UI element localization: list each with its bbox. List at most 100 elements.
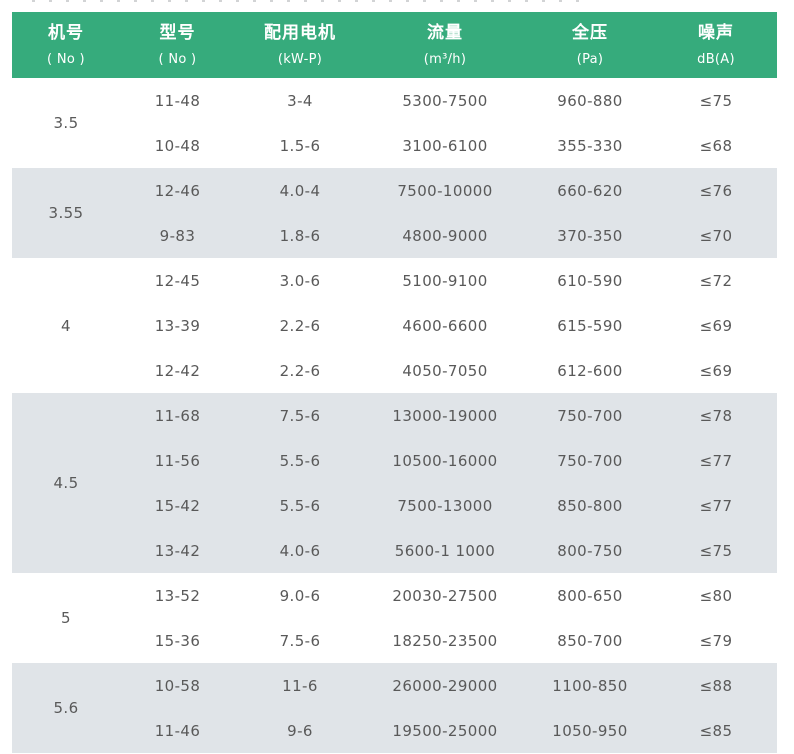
machine-no-cell: 3.5	[12, 78, 120, 168]
table-row: 9-83 1.8-6 4800-9000 370-350 ≤70	[12, 213, 777, 258]
header-flow-label: 流量	[427, 22, 463, 43]
model-cell: 9-83	[120, 213, 235, 258]
header-flow: 流量 (m³/h)	[365, 12, 525, 78]
header-noise-unit: dB(A)	[697, 51, 735, 67]
model-cell: 12-45	[120, 258, 235, 303]
table-row: 10-48 1.5-6 3100-6100 355-330 ≤68	[12, 123, 777, 168]
header-model: 型号 ( No )	[120, 12, 235, 78]
table-row: 13-42 4.0-6 5600-1 1000 800-750 ≤75	[12, 528, 777, 573]
model-cell: 11-46	[120, 708, 235, 753]
motor-cell: 3-4	[235, 78, 365, 123]
pressure-cell: 1050-950	[525, 708, 655, 753]
pressure-cell: 850-800	[525, 483, 655, 528]
motor-cell: 7.5-6	[235, 618, 365, 663]
motor-cell: 11-6	[235, 663, 365, 708]
flow-cell: 10500-16000	[365, 438, 525, 483]
table-row: 4 12-45 3.0-6 5100-9100 610-590 ≤72	[12, 258, 777, 393]
model-cell: 13-52	[120, 573, 235, 618]
motor-cell: 1.8-6	[235, 213, 365, 258]
clipped-text-artifact	[32, 0, 592, 2]
noise-cell: ≤88	[655, 663, 777, 708]
noise-cell: ≤75	[655, 528, 777, 573]
motor-cell: 4.0-6	[235, 528, 365, 573]
table-row: 11-46 9-6 19500-25000 1050-950 ≤85	[12, 708, 777, 753]
header-flow-unit: (m³/h)	[423, 51, 467, 67]
machine-no-cell: 3.55	[12, 168, 120, 258]
motor-cell: 9.0-6	[235, 573, 365, 618]
noise-cell: ≤72	[655, 258, 777, 303]
header-machine-no: 机号 ( No )	[12, 12, 120, 78]
flow-cell: 5300-7500	[365, 78, 525, 123]
machine-no-cell: 5	[12, 573, 120, 663]
header-motor-label: 配用电机	[264, 22, 336, 43]
motor-cell: 1.5-6	[235, 123, 365, 168]
flow-cell: 18250-23500	[365, 618, 525, 663]
model-cell: 11-56	[120, 438, 235, 483]
pressure-cell: 800-650	[525, 573, 655, 618]
header-pressure-label: 全压	[572, 22, 608, 43]
header-noise: 噪声 dB(A)	[655, 12, 777, 78]
header-model-label: 型号	[159, 22, 196, 43]
noise-cell: ≤79	[655, 618, 777, 663]
pressure-cell: 370-350	[525, 213, 655, 258]
model-cell: 10-58	[120, 663, 235, 708]
pressure-cell: 355-330	[525, 123, 655, 168]
flow-cell: 7500-10000	[365, 168, 525, 213]
motor-cell: 5.5-6	[235, 438, 365, 483]
pressure-cell: 660-620	[525, 168, 655, 213]
noise-cell: ≤85	[655, 708, 777, 753]
header-noise-label: 噪声	[698, 22, 734, 43]
noise-cell: ≤78	[655, 393, 777, 438]
noise-cell: ≤77	[655, 438, 777, 483]
flow-cell: 26000-29000	[365, 663, 525, 708]
machine-no-cell: 5.6	[12, 663, 120, 753]
model-cell: 10-48	[120, 123, 235, 168]
noise-cell: ≤69	[655, 348, 777, 393]
motor-cell: 7.5-6	[235, 393, 365, 438]
header-pressure: 全压 (Pa)	[525, 12, 655, 78]
header-machine-no-unit: ( No )	[47, 51, 85, 67]
table-row: 15-36 7.5-6 18250-23500 850-700 ≤79	[12, 618, 777, 663]
model-cell: 13-39	[120, 303, 235, 348]
model-cell: 15-42	[120, 483, 235, 528]
header-machine-no-label: 机号	[48, 22, 84, 43]
model-cell: 15-36	[120, 618, 235, 663]
pressure-cell: 610-590	[525, 258, 655, 303]
motor-cell: 9-6	[235, 708, 365, 753]
pressure-cell: 612-600	[525, 348, 655, 393]
table-row: 12-42 2.2-6 4050-7050 612-600 ≤69	[12, 348, 777, 393]
model-cell: 13-42	[120, 528, 235, 573]
header-row: 机号 ( No ) 型号 ( No ) 配用电机 (kW-P) 流量 (m³/h…	[12, 12, 777, 78]
flow-cell: 4800-9000	[365, 213, 525, 258]
motor-cell: 3.0-6	[235, 258, 365, 303]
header-model-unit: ( No )	[158, 51, 197, 67]
noise-cell: ≤70	[655, 213, 777, 258]
pressure-cell: 850-700	[525, 618, 655, 663]
model-cell: 12-46	[120, 168, 235, 213]
motor-cell: 4.0-4	[235, 168, 365, 213]
motor-cell: 5.5-6	[235, 483, 365, 528]
noise-cell: ≤77	[655, 483, 777, 528]
model-cell: 11-48	[120, 78, 235, 123]
motor-cell: 2.2-6	[235, 348, 365, 393]
flow-cell: 19500-25000	[365, 708, 525, 753]
table-row: 13-39 2.2-6 4600-6600 615-590 ≤69	[12, 303, 777, 348]
model-cell: 11-68	[120, 393, 235, 438]
table-row: 3.55 12-46 4.0-4 7500-10000 660-620 ≤76	[12, 168, 777, 258]
header-motor-unit: (kW-P)	[277, 51, 323, 67]
table-row: 15-42 5.5-6 7500-13000 850-800 ≤77	[12, 483, 777, 528]
table-row: 3.5 11-48 3-4 5300-7500 960-880 ≤75	[12, 78, 777, 168]
pressure-cell: 615-590	[525, 303, 655, 348]
fan-spec-table: 机号 ( No ) 型号 ( No ) 配用电机 (kW-P) 流量 (m³/h…	[12, 12, 777, 753]
table-row: 5.6 10-58 11-6 26000-29000 1100-850 ≤88	[12, 663, 777, 753]
flow-cell: 3100-6100	[365, 123, 525, 168]
pressure-cell: 800-750	[525, 528, 655, 573]
flow-cell: 5100-9100	[365, 258, 525, 303]
flow-cell: 20030-27500	[365, 573, 525, 618]
table-row: 5 13-52 9.0-6 20030-27500 800-650 ≤80	[12, 573, 777, 663]
machine-no-cell: 4	[12, 258, 120, 393]
header-motor: 配用电机 (kW-P)	[235, 12, 365, 78]
pressure-cell: 960-880	[525, 78, 655, 123]
motor-cell: 2.2-6	[235, 303, 365, 348]
